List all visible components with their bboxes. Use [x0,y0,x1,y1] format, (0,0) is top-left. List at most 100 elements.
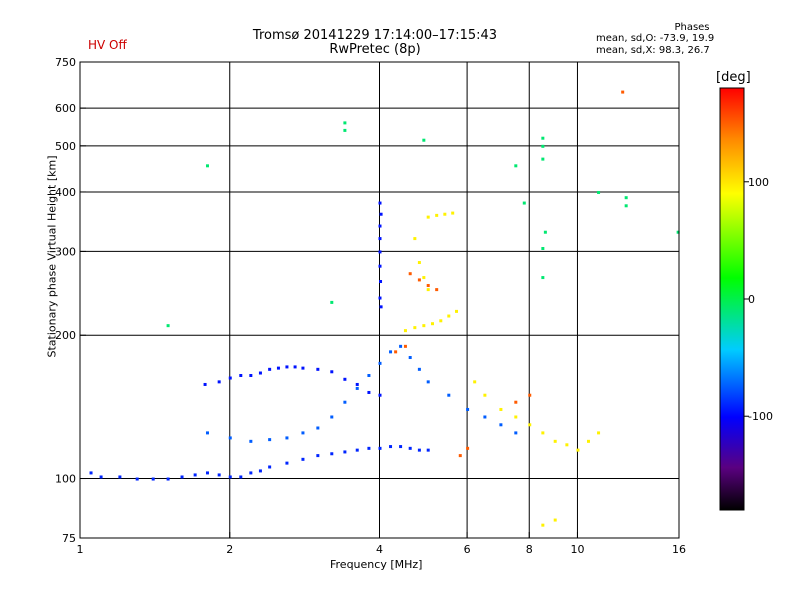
data-point [367,390,371,394]
data-point [543,230,547,234]
data-point [408,272,412,276]
data-point [624,204,628,208]
data-point [151,477,155,481]
data-point [378,201,382,205]
data-point [458,454,462,458]
data-point [330,370,334,374]
data-point [343,450,347,454]
data-point [624,196,628,200]
data-point [379,305,383,309]
data-point [621,90,625,94]
data-point [435,288,439,292]
data-point [514,415,518,419]
data-point [285,436,289,440]
data-point [301,366,305,370]
data-point [426,284,430,288]
phases-heading: Phases [674,22,710,33]
data-point [355,382,359,386]
data-point [316,454,320,458]
data-point [389,445,393,449]
y-tick-label: 500 [55,140,76,153]
y-tick-label: 200 [55,329,76,342]
data-point [455,309,459,313]
data-point [180,475,184,479]
y-ticks: 75 100 200 300 400 500 600 750 [55,56,86,545]
x-axis-label: Frequency [MHz] [330,558,423,571]
data-point [417,261,421,265]
data-point [378,361,382,365]
data-point [541,247,545,251]
data-point [553,439,557,443]
data-point [483,393,487,397]
data-point [166,477,170,481]
data-point [528,393,532,397]
data-point [466,446,470,450]
data-point [330,300,334,304]
data-point [343,121,347,125]
data-point [166,324,170,328]
data-point [316,367,320,371]
chart-grid [80,62,679,538]
data-point [228,475,232,479]
data-point [276,366,280,370]
colorbar-tick-label: 0 [748,293,755,306]
data-point [268,367,272,371]
data-point [293,365,297,369]
data-point [422,324,426,328]
data-point [217,473,221,477]
x-tick-label: 8 [526,543,533,556]
data-point [514,431,518,435]
data-point [426,288,430,292]
data-point [541,157,545,161]
data-points [89,90,680,527]
data-point [399,344,403,348]
data-point [413,237,417,241]
data-point [301,431,305,435]
phase-x-stats: mean, sd,X: 98.3, 26.7 [596,45,710,56]
data-point [217,380,221,384]
data-point [378,237,382,241]
data-point [330,415,334,419]
data-point [522,201,526,205]
data-point [99,475,103,479]
data-point [355,448,359,452]
x-tick-label: 6 [464,543,471,556]
x-tick-label: 16 [672,543,686,556]
data-point [426,380,430,384]
data-point [330,452,334,456]
data-point [541,431,545,435]
colorbar-unit: [deg] [716,70,751,85]
data-point [443,212,447,216]
y-tick-label: 75 [62,532,76,545]
data-point [565,443,569,447]
data-point [378,224,382,228]
data-point [541,523,545,527]
colorbar-ticks: 100 0 -100 [744,176,773,423]
chart-title: Tromsø 20141229 17:14:00–17:15:43 [252,28,498,43]
data-point [355,386,359,390]
data-point [473,380,477,384]
data-point [514,400,518,404]
data-point [426,448,430,452]
data-point [378,296,382,300]
y-tick-label: 100 [55,473,76,486]
data-point [597,190,601,194]
x-tick-label: 4 [376,543,383,556]
data-point [389,350,393,354]
data-point [316,426,320,430]
data-point [426,215,430,219]
y-tick-label: 300 [55,245,76,258]
x-tick-label: 1 [77,543,84,556]
data-point [343,377,347,381]
data-point [228,376,232,380]
data-point [239,374,243,378]
data-point [576,448,580,452]
data-point [422,138,426,142]
chart-subtitle: RwPretec (8p) [329,42,421,57]
data-point [451,211,455,215]
data-point [268,438,272,442]
data-point [135,477,139,481]
data-point [285,461,289,465]
data-point [285,365,289,369]
